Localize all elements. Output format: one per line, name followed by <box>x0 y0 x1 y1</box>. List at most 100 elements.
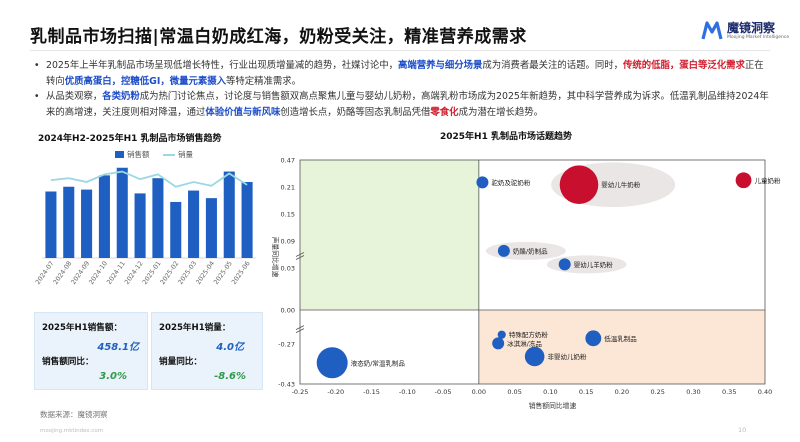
page-number: 10 <box>738 426 747 434</box>
legend-item-volume: 销量 <box>163 149 193 160</box>
axis-break-mark <box>295 252 305 257</box>
x-tick-label: 0.20 <box>615 388 629 396</box>
brand-logo-icon <box>701 21 723 40</box>
brand-tagline: Moojing Market Intelligence <box>727 34 790 40</box>
data-point <box>476 176 489 189</box>
data-point <box>735 172 752 189</box>
bullet-text: 成为消费者最关注的话题。同时， <box>482 60 624 71</box>
sales-bar <box>223 171 235 258</box>
bullet-text: 创造增长点，奶酪等固态乳制品凭借 <box>280 106 431 118</box>
summary-bullet-1: • 2025年上半年乳制品市场呈现低增长特性，行业出现质增量减的趋势，社媒讨论中… <box>32 58 772 89</box>
sales-yoy-label: 销售额同比： <box>42 357 94 367</box>
legend-item-sales: 销售额 <box>115 149 150 160</box>
data-point <box>492 337 505 350</box>
y-tick-label: 0.15 <box>281 211 295 219</box>
x-axis-label: 销售额同比增速 <box>529 401 577 410</box>
bullet-text: 等特定精准需求。 <box>225 75 301 87</box>
data-label: 液态奶/常温乳制品 <box>351 358 405 367</box>
data-label: 冰淇淋/冻品 <box>507 339 542 348</box>
data-label: 儿童奶粉 <box>754 176 781 185</box>
highlight-text: 优质高蛋白，控糖低GI，微量元素摄入 <box>64 75 226 87</box>
sales-bar <box>116 167 128 258</box>
data-point <box>558 258 571 271</box>
x-tick-label: -0.10 <box>399 388 416 396</box>
x-tick-label: -0.05 <box>435 388 452 396</box>
data-point <box>497 330 506 339</box>
x-tick-label: 0.10 <box>543 388 557 396</box>
x-tick-label: -0.15 <box>363 388 380 396</box>
x-tick-label: -0.20 <box>327 388 344 396</box>
legend-label: 销售额 <box>127 150 150 159</box>
x-tick-label: 0.30 <box>686 388 700 396</box>
sales-bar <box>134 193 146 258</box>
sales-bar <box>45 191 57 258</box>
bullet-text: 正在转向 <box>46 60 764 87</box>
y-tick-label: 0.03 <box>281 265 295 273</box>
quadrant-top-left <box>300 160 479 310</box>
footer-url: moojing.mktindex.com <box>40 428 104 434</box>
summary-bullets: • 2025年上半年乳制品市场呈现低增长特性，行业出现质增量减的趋势，社媒讨论中… <box>32 58 772 120</box>
axis-break-mark <box>295 328 305 333</box>
topic-trend-chart: -0.25 -0.20 -0.15 -0.10 -0.05 0.00 0.05 0.10 0.1… <box>271 157 781 411</box>
x-tick-label: 2025-06 <box>230 260 252 286</box>
quadrant-bottom-right <box>478 310 765 384</box>
bullet-dot: • <box>34 91 40 102</box>
topic-chart-title: 2025年H1 乳制品市场话题趋势 <box>440 132 572 142</box>
highlight-text: 传统的低脂，蛋白等泛化需求 <box>623 60 745 71</box>
highlight-text: 体验价值与新风味 <box>205 106 281 118</box>
sales-bar <box>205 198 217 258</box>
volume-value: 4.0亿 <box>216 342 244 353</box>
sales-value: 458.1亿 <box>97 342 139 353</box>
sales-bar <box>81 189 93 258</box>
bullet-text: 2025年上半年乳制品市场呈现低增长特性，行业出现质增量减的趋势，社媒讨论中， <box>46 60 398 71</box>
y-tick-label: 0.47 <box>281 157 295 165</box>
x-tick-label: 0.15 <box>579 388 593 396</box>
volume-line <box>50 170 248 188</box>
sales-trend-chart: 2024-072024-082024-092024-102024-112024-… <box>34 167 256 286</box>
sales-bar <box>152 178 164 258</box>
y-tick-label: 0.09 <box>281 238 295 246</box>
data-point <box>497 244 510 257</box>
bullet-text: 从品类观察， <box>46 91 103 102</box>
sales-summary-card: 2025年H1销售额： 458.1亿 销售额同比： 3.0% <box>34 312 148 390</box>
data-point <box>524 346 545 367</box>
sales-bar <box>98 175 110 258</box>
y-tick-label: 0.21 <box>281 184 295 192</box>
x-tick-label: 0.00 <box>472 388 486 396</box>
brand-name: 魔镜洞察 <box>727 20 776 35</box>
y-axis-label: 声量同比增速 <box>271 237 280 278</box>
bullet-text: 成为潜在增长趋势。 <box>458 106 543 118</box>
sales-bar <box>188 190 200 258</box>
data-point <box>585 330 602 347</box>
y-tick-label: 0.00 <box>281 307 295 315</box>
data-label: 奶酪/奶制品 <box>513 246 548 255</box>
data-label: 低温乳制品 <box>604 334 637 343</box>
volume-yoy-value: -8.6% <box>214 371 246 382</box>
title-divider <box>30 50 770 51</box>
plot-frame <box>299 159 766 385</box>
data-label: 驼奶及驼奶粉 <box>491 178 531 187</box>
legend-bar-swatch <box>115 151 124 158</box>
data-label: 婴幼儿牛奶粉 <box>601 180 641 189</box>
x-tick-label: 0.25 <box>650 388 664 396</box>
highlight-text: 高端营养与细分场景 <box>398 60 483 71</box>
data-label: 非婴幼儿奶粉 <box>547 352 587 361</box>
y-tick-label: -0.43 <box>278 381 295 389</box>
data-point <box>559 165 599 205</box>
sales-bar <box>170 201 182 258</box>
data-label: 婴幼儿羊奶粉 <box>574 260 614 269</box>
volume-label: 2025年H1销量： <box>159 323 231 333</box>
bullet-text: 成为热门讨论焦点，讨论度与销售额双高点聚焦儿童与婴幼儿奶粉，高端乳粉市场成为20… <box>46 91 769 118</box>
sales-chart-title: 2024年H2-2025年H1 乳制品市场销售趋势 <box>38 134 222 144</box>
x-tick-label: 0.05 <box>507 388 521 396</box>
sales-yoy-value: 3.0% <box>99 371 127 382</box>
legend-line-swatch <box>163 153 175 156</box>
axis-break-mark <box>295 325 305 330</box>
volume-summary-card: 2025年H1销量： 4.0亿 销量同比： -8.6% <box>151 312 263 390</box>
highlight-text: 零食化 <box>430 106 459 118</box>
x-tick-label: 0.40 <box>758 388 772 396</box>
x-tick-label: 0.35 <box>722 388 736 396</box>
sales-bar <box>63 186 75 258</box>
bullet-dot: • <box>34 60 40 71</box>
brand-logo: 魔镜洞察 Moojing Market Intelligence <box>701 20 789 42</box>
